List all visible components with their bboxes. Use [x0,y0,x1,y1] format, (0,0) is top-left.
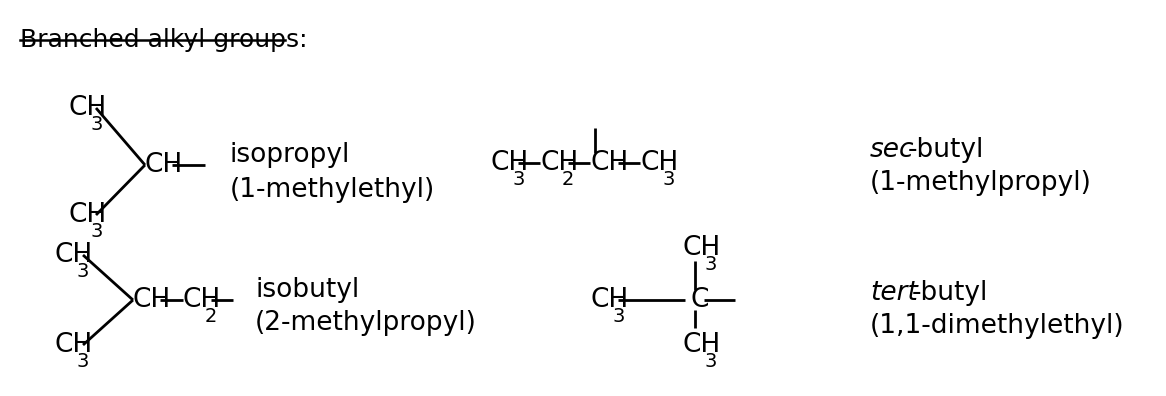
Text: sec: sec [870,137,914,163]
Text: -butyl: -butyl [908,137,984,163]
Text: (2-methylpropyl): (2-methylpropyl) [255,310,477,336]
Text: CH: CH [590,287,628,313]
Text: 3: 3 [77,262,90,281]
Text: 3: 3 [90,115,103,134]
Text: CH: CH [640,150,679,176]
Text: 3: 3 [512,170,525,189]
Text: tert: tert [870,280,918,306]
Text: 3: 3 [704,255,716,274]
Text: 2: 2 [205,307,217,326]
Text: (1,1-dimethylethyl): (1,1-dimethylethyl) [870,313,1125,339]
Text: CH: CH [133,287,171,313]
Text: 3: 3 [662,170,674,189]
Text: C: C [690,287,709,313]
Text: 3: 3 [90,222,103,241]
Text: -butyl: -butyl [912,280,989,306]
Text: 2: 2 [562,170,575,189]
Text: (1-methylpropyl): (1-methylpropyl) [870,170,1091,196]
Text: 3: 3 [77,352,90,371]
Text: CH: CH [682,332,721,358]
Text: CH: CH [68,202,106,228]
Text: CH: CH [55,332,93,358]
Text: CH: CH [682,235,721,261]
Text: CH: CH [183,287,222,313]
Text: CH: CH [55,242,93,268]
Text: CH: CH [145,152,183,178]
Text: 3: 3 [704,352,716,371]
Text: CH: CH [540,150,578,176]
Text: CH: CH [490,150,528,176]
Text: isopropyl: isopropyl [230,142,350,168]
Text: CH: CH [68,95,106,121]
Text: isobutyl: isobutyl [255,277,359,303]
Text: Branched alkyl groups:: Branched alkyl groups: [20,28,308,52]
Text: (1-methylethyl): (1-methylethyl) [230,177,435,203]
Text: CH: CH [590,150,628,176]
Text: 3: 3 [612,307,624,326]
